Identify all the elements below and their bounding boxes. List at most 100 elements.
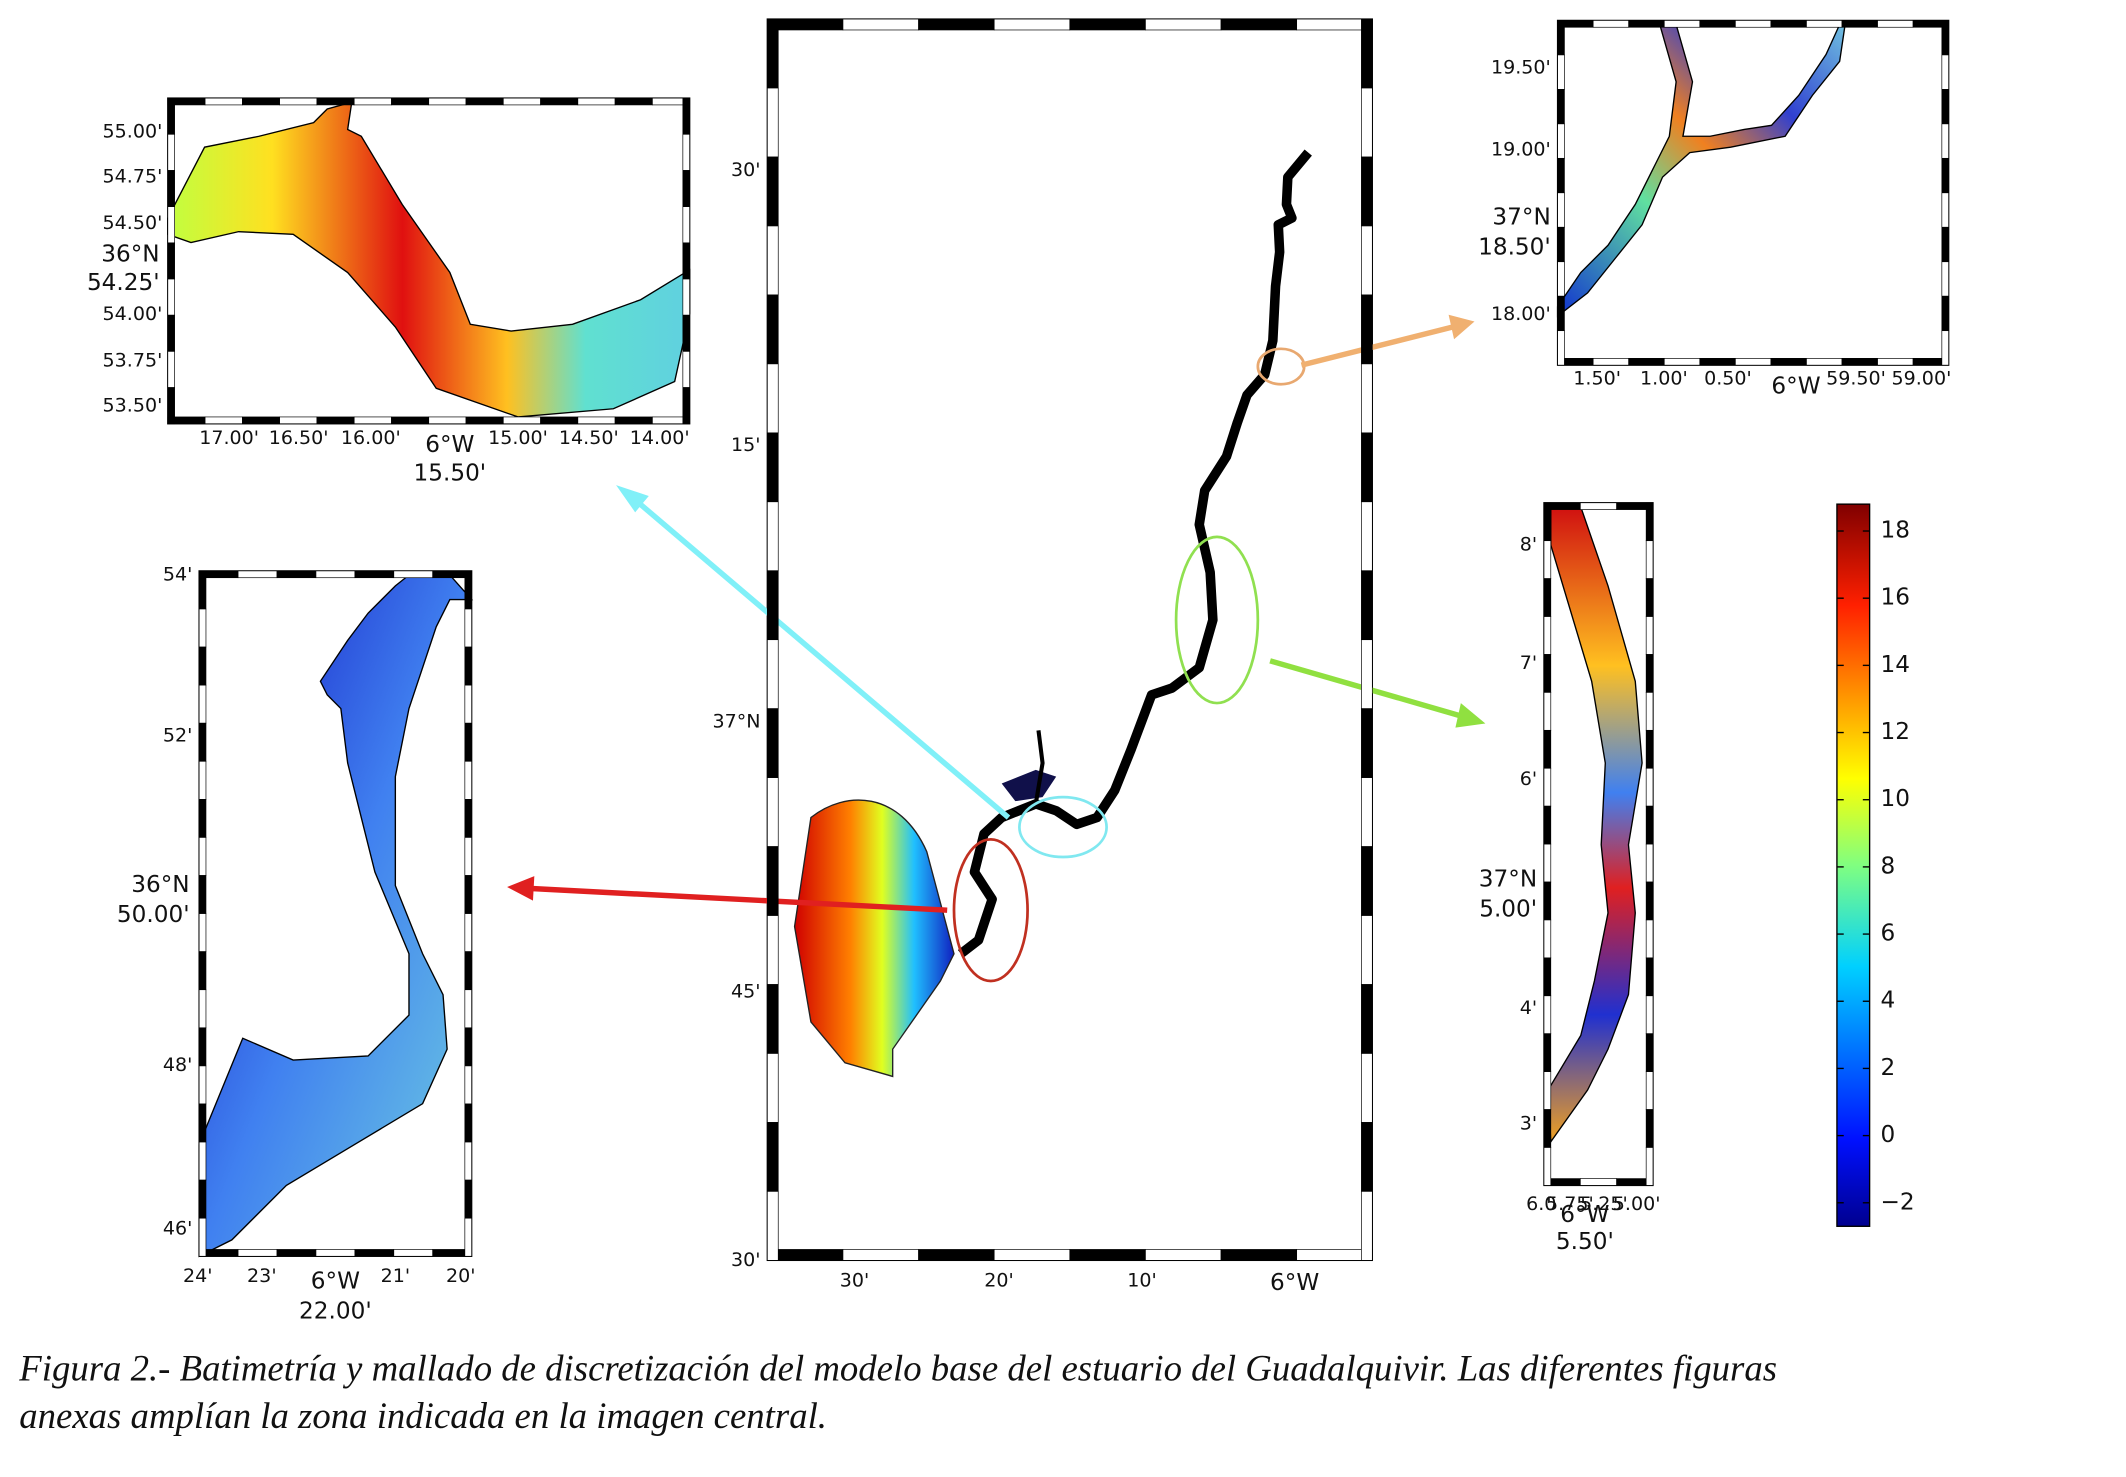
frame-checker — [766, 432, 779, 503]
frame-checker — [766, 18, 779, 89]
frame-checker — [1361, 777, 1373, 847]
frame-checker — [167, 242, 175, 280]
x-tick-label: 14.50' — [559, 427, 619, 449]
x-tick-label: 22.00' — [299, 1299, 372, 1325]
colorbar-tick-label: 8 — [1881, 853, 1896, 879]
frame-checker — [577, 416, 616, 425]
frame-checker — [1735, 358, 1772, 366]
frame-checker — [1645, 540, 1654, 579]
frame-checker — [464, 1141, 472, 1181]
frame-checker — [1645, 616, 1654, 655]
y-tick-label: 54.00' — [103, 303, 163, 325]
frame-checker — [1941, 330, 1949, 366]
frame-checker — [198, 875, 207, 914]
frame-checker — [540, 416, 579, 425]
y-tick-label: 4' — [1520, 997, 1537, 1019]
frame-checker — [1543, 502, 1552, 542]
frame-checker — [1361, 294, 1373, 365]
frame-checker — [1841, 358, 1878, 366]
frame-checker — [1628, 20, 1665, 28]
frame-checker — [1735, 20, 1772, 28]
frame-checker — [766, 18, 844, 31]
y-tick-label: 6' — [1520, 768, 1537, 790]
zoom-ellipse — [1174, 535, 1260, 705]
frame-checker — [766, 225, 779, 296]
frame-checker — [167, 206, 175, 244]
y-tick-label: 36°N — [101, 241, 159, 267]
frame-checker — [1361, 432, 1373, 503]
frame-checker — [198, 1217, 207, 1257]
x-tick-label: 0.50' — [1704, 367, 1752, 389]
frame-checker — [1663, 20, 1701, 28]
frame-checker — [993, 1249, 1071, 1261]
frame-checker — [766, 984, 779, 1054]
frame-checker — [198, 837, 207, 876]
caption: anexas amplían la zona indicada en la im… — [19, 1395, 827, 1436]
x-tick-label: 59.00' — [1891, 367, 1951, 389]
frame-checker — [204, 97, 243, 106]
frame-checker — [1806, 358, 1843, 366]
frame-checker — [1361, 18, 1373, 89]
frame-checker — [682, 351, 691, 388]
y-tick-label: 55.00' — [103, 121, 163, 143]
frame-checker — [391, 416, 430, 425]
y-tick-label: 37°N — [1479, 867, 1537, 893]
y-tick-label: 50.00' — [117, 902, 190, 928]
frame-checker — [502, 416, 541, 425]
x-tick-label: 23' — [247, 1265, 277, 1287]
frame-checker — [464, 989, 472, 1029]
x-tick-label: 21' — [381, 1265, 410, 1287]
frame-checker — [279, 416, 318, 425]
frame-checker — [1361, 156, 1373, 227]
y-tick-label: 30' — [731, 159, 761, 181]
frame-checker — [993, 18, 1071, 31]
frame-checker — [464, 913, 472, 953]
frame-checker — [1361, 501, 1373, 572]
zoom-ellipse — [952, 837, 1029, 983]
frame-checker — [465, 416, 504, 425]
frame-checker — [198, 722, 207, 762]
frame-checker — [167, 314, 175, 352]
frame-checker — [316, 97, 355, 106]
frame-checker — [1069, 1249, 1146, 1261]
y-tick-label: 54' — [163, 563, 193, 585]
frame-checker — [1770, 20, 1807, 28]
frame-checker — [1941, 192, 1949, 228]
frame-checker — [766, 87, 779, 158]
frame-checker — [766, 501, 779, 572]
frame-checker — [1543, 540, 1552, 579]
colorbar-tick-label: 18 — [1881, 518, 1910, 544]
frame-checker — [393, 570, 434, 579]
frame-checker — [1699, 358, 1736, 366]
frame-checker — [276, 1249, 317, 1257]
arrows — [507, 314, 1486, 913]
frame-checker — [682, 133, 691, 171]
frame-checker — [1645, 881, 1654, 921]
x-tick-label: 5.25' — [1580, 1193, 1628, 1215]
frame-checker — [1543, 957, 1552, 997]
x-tick-label: 15.50' — [414, 461, 487, 487]
frame-checker — [1628, 358, 1665, 366]
frame-checker — [1543, 843, 1552, 883]
frame-checker — [1557, 123, 1565, 159]
frame-checker — [1645, 957, 1654, 997]
river — [957, 149, 1312, 958]
mesh-region — [1556, 23, 1846, 318]
y-tick-label: 52' — [163, 724, 193, 746]
x-tick-label: 5.75' — [1546, 1193, 1594, 1215]
frame-checker — [1645, 995, 1654, 1035]
caption: Figura 2.- Batimetría y mallado de discr… — [18, 1347, 1777, 1388]
frame-checker — [242, 416, 280, 425]
frame-checker — [1543, 1071, 1552, 1110]
frame-checker — [464, 608, 472, 648]
frame-checker — [1941, 54, 1949, 90]
frame-checker — [198, 1065, 207, 1105]
frame-checker — [1645, 805, 1654, 845]
frame-checker — [1841, 20, 1878, 28]
y-tick-label: 8' — [1520, 534, 1537, 556]
y-tick-label: 5.00' — [1479, 897, 1537, 923]
frame-checker — [204, 416, 243, 425]
frame-checker — [1557, 54, 1565, 90]
frame-checker — [1645, 1109, 1654, 1148]
frame-checker — [1770, 358, 1807, 366]
